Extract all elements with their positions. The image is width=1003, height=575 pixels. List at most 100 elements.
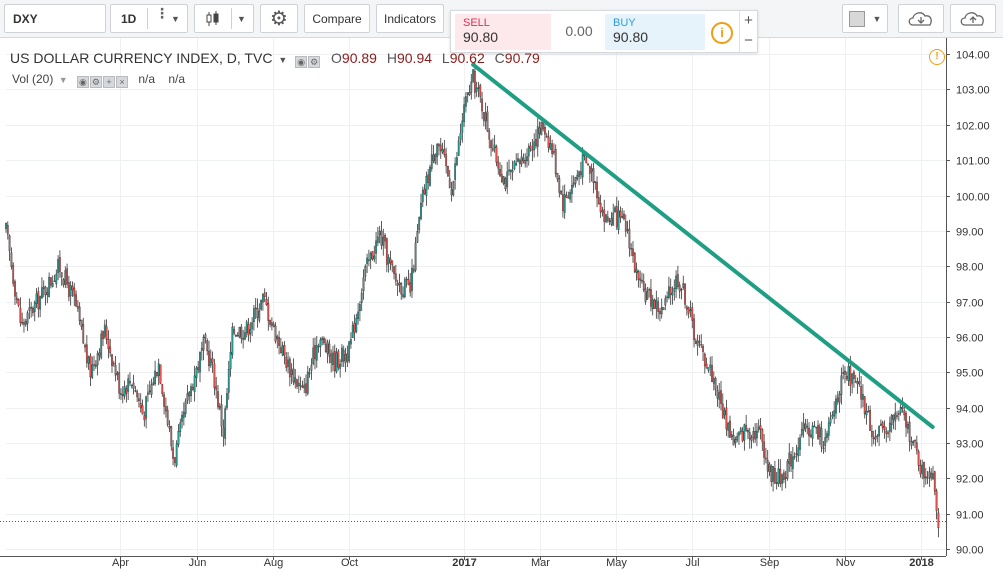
candle-up: [249, 328, 252, 334]
candle-up: [403, 279, 406, 297]
series-title[interactable]: US DOLLAR CURRENCY INDEX, D, TVC: [10, 50, 273, 66]
candle-down: [8, 235, 11, 252]
candle-up: [218, 406, 221, 409]
candle-up: [757, 426, 760, 430]
candle-down: [143, 415, 146, 421]
volume-label[interactable]: Vol (20): [12, 72, 54, 86]
candle-down: [53, 280, 56, 283]
candle-up: [921, 464, 924, 474]
candle-down: [222, 427, 225, 437]
candle-up: [549, 143, 552, 150]
symbol-search-button[interactable]: DXY: [4, 4, 106, 33]
compare-button[interactable]: Compare: [304, 4, 370, 33]
candle-down: [915, 442, 918, 451]
candle-down: [653, 299, 656, 309]
candle-up: [527, 146, 530, 157]
candle-up: [456, 157, 458, 165]
color-theme-button[interactable]: ▼: [842, 4, 888, 33]
open-key: O: [331, 50, 342, 66]
candle-up: [696, 340, 699, 346]
quantity-stepper: + −: [739, 11, 757, 52]
eye-icon[interactable]: ◉: [295, 56, 308, 68]
candle-up: [199, 351, 201, 373]
candle-down: [412, 269, 415, 272]
candle-down: [481, 98, 483, 112]
settings-small-icon[interactable]: ⚙: [308, 56, 321, 68]
candle-down: [130, 384, 133, 386]
candle-down: [314, 345, 316, 360]
candle-down: [191, 386, 194, 391]
candle-down: [687, 306, 690, 314]
candle-up: [454, 163, 457, 180]
top-toolbar: DXY 1D ⋮ ▼ ▼ ⚙ Compare Indicators ⏰ ⛶ ▼: [0, 0, 1003, 38]
candle-up: [520, 156, 523, 165]
candle-down: [619, 210, 622, 218]
candle-up: [574, 177, 577, 184]
candle-up: [378, 230, 381, 236]
candle-up: [829, 418, 832, 424]
chevron-down-icon[interactable]: ▼: [278, 55, 288, 65]
candle-down: [923, 462, 925, 479]
candle-down: [330, 353, 333, 363]
settings-small-icon[interactable]: ⚙: [89, 76, 102, 88]
candle-up: [30, 306, 33, 309]
chart-overlays: [0, 62, 946, 522]
candle-down: [409, 282, 412, 293]
candle-down: [872, 437, 875, 440]
close-small-icon[interactable]: ×: [115, 76, 128, 88]
buy-button[interactable]: BUY 90.80: [605, 14, 705, 50]
candle-up: [906, 424, 909, 429]
settings-button[interactable]: ⚙: [260, 4, 298, 33]
candle-down: [114, 364, 117, 376]
series-legend: US DOLLAR CURRENCY INDEX, D, TVC ▼ ◉ ⚙ O9…: [10, 50, 540, 68]
eye-icon[interactable]: ◉: [76, 76, 89, 88]
candle-down: [905, 412, 907, 428]
candle-up: [55, 273, 58, 285]
candle-down: [439, 144, 442, 151]
candle-down: [844, 370, 846, 375]
candle-down: [524, 160, 527, 164]
candle-down: [845, 376, 848, 379]
candle-down: [547, 136, 550, 148]
candle-up: [738, 431, 740, 436]
candle-down: [721, 403, 724, 418]
info-icon[interactable]: i: [711, 22, 733, 44]
sell-button[interactable]: SELL 90.80: [455, 14, 551, 50]
chevron-down-icon[interactable]: ▼: [58, 75, 68, 85]
candle-up: [576, 174, 579, 179]
interval-button[interactable]: 1D ⋮ ▼: [110, 4, 188, 33]
candle-up: [890, 415, 893, 426]
candle-up: [793, 455, 796, 458]
x-tick-label: Jul: [685, 557, 699, 569]
candle-down: [553, 151, 555, 153]
indicators-button[interactable]: Indicators: [376, 4, 444, 33]
candle-up: [87, 356, 90, 364]
plus-small-icon[interactable]: +: [102, 76, 115, 88]
y-tick-label: 100.00: [956, 192, 990, 204]
save-layout-button[interactable]: [950, 4, 996, 33]
candle-down: [499, 169, 501, 177]
candle-down: [587, 163, 589, 166]
candle-up: [421, 190, 424, 203]
candle-down: [17, 299, 20, 306]
candle-down: [450, 189, 453, 196]
candle-down: [37, 291, 40, 310]
alert-icon[interactable]: !: [929, 49, 945, 65]
candle-up: [294, 377, 297, 384]
chart-style-button[interactable]: ▼: [194, 4, 254, 33]
candle-up: [261, 293, 264, 303]
candle-up: [260, 299, 263, 310]
candle-up: [253, 308, 255, 323]
candle-down: [285, 356, 288, 368]
candle-down: [50, 277, 52, 286]
plus-button[interactable]: +: [744, 12, 753, 29]
candle-up: [826, 433, 828, 438]
y-tick-label: 103.00: [956, 85, 990, 97]
candle-down: [44, 286, 47, 296]
load-layout-button[interactable]: [898, 4, 944, 33]
candle-down: [400, 283, 403, 295]
candle-up: [33, 302, 36, 312]
candle-down: [278, 337, 280, 346]
minus-button[interactable]: −: [744, 32, 753, 49]
